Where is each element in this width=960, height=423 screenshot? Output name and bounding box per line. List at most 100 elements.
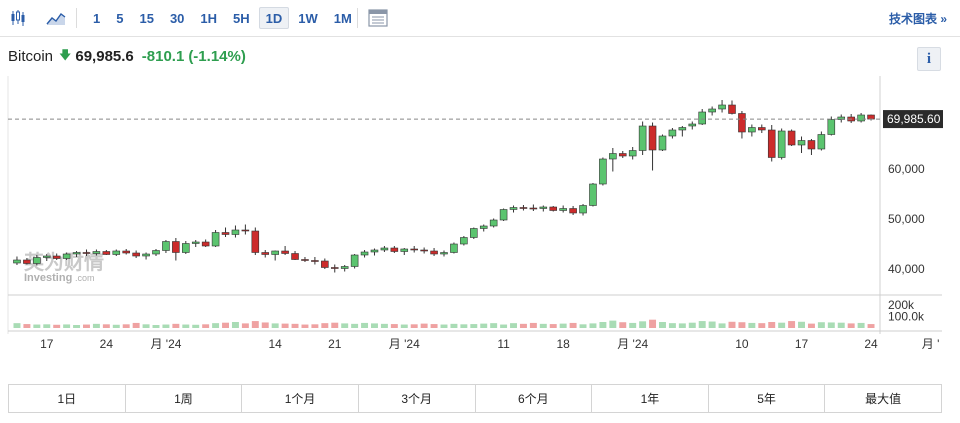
chart-toolbar: 1 5 15 30 1H 5H 1D 1W 1M 技术图表 » [0, 0, 960, 37]
price-change-percent: (-1.14%) [188, 47, 246, 65]
indicator-panel-icon[interactable] [367, 7, 389, 29]
y-tick-label: 50,000 [888, 212, 925, 226]
volume-bar [261, 322, 269, 328]
candle-down [420, 249, 428, 252]
x-tick-label: 24 [864, 337, 878, 351]
candle-down [281, 250, 289, 254]
candle-down [201, 241, 210, 247]
timeframe-15-button[interactable]: 15 [139, 11, 154, 26]
candle-down [738, 113, 746, 133]
range-button-1[interactable]: 1周 [126, 385, 243, 412]
candle-up [380, 247, 389, 251]
volume-bar [380, 323, 388, 328]
candle-down [311, 260, 319, 262]
volume-bar [430, 324, 438, 328]
volume-bar [589, 323, 597, 328]
candlestick-icon[interactable] [7, 7, 29, 29]
range-button-2[interactable]: 1个月 [242, 385, 359, 412]
x-tick-label: 24 [100, 337, 114, 351]
volume-bar [281, 323, 289, 328]
candle-up [271, 250, 279, 255]
x-tick-label: 21 [328, 337, 342, 351]
volume-bar [847, 323, 855, 328]
volume-bar [649, 319, 657, 328]
timeframe-1w-button[interactable]: 1W [298, 11, 318, 26]
volume-bar [639, 321, 647, 328]
volume-bar [678, 323, 686, 328]
volume-bar [718, 323, 726, 328]
candle-up [777, 130, 786, 158]
candle-up [162, 241, 170, 251]
volume-bar [410, 324, 418, 328]
range-button-6[interactable]: 5年 [709, 385, 826, 412]
volume-bar [758, 323, 766, 328]
volume-bar [768, 322, 776, 328]
x-tick-label: 月 '24 [150, 337, 181, 351]
volume-bar [301, 324, 309, 328]
x-tick-label: 11 [497, 337, 510, 351]
candle-up [748, 127, 756, 133]
timeframe-1d-button[interactable]: 1D [258, 7, 290, 29]
candle-up [460, 237, 468, 245]
timeframe-1h-button[interactable]: 1H [200, 11, 218, 26]
volume-bar [132, 322, 140, 328]
volume-bar [490, 323, 498, 328]
volume-bar [192, 324, 200, 328]
volume-bar [748, 322, 756, 328]
watermark-com-text: .com [75, 273, 95, 283]
candle-up [33, 257, 41, 264]
candle-up [370, 249, 379, 253]
advanced-chart-link[interactable]: 技术图表 » [888, 12, 947, 26]
volume-bar [807, 323, 815, 328]
volume-bar [371, 323, 378, 328]
x-tick-label: 月 '24 [389, 337, 420, 351]
area-chart-icon[interactable] [45, 7, 67, 29]
toolbar-divider [357, 8, 358, 28]
volume-bar [728, 321, 736, 328]
range-button-0[interactable]: 1日 [9, 385, 126, 412]
range-button-4[interactable]: 6个月 [476, 385, 593, 412]
x-tick-label: 17 [795, 337, 809, 351]
candle-down [529, 207, 538, 210]
candle-down [291, 253, 299, 260]
candle-down [321, 260, 329, 268]
range-button-7[interactable]: 最大值 [865, 392, 902, 406]
timeframe-1-button[interactable]: 1 [93, 11, 101, 26]
asset-name: Bitcoin [8, 47, 54, 65]
candle-up [142, 253, 150, 257]
info-button[interactable]: i [917, 47, 941, 71]
volume-bar [122, 324, 130, 328]
candle-up [470, 228, 478, 238]
candle-up [231, 229, 240, 235]
candle-down [767, 129, 776, 158]
volume-bar [222, 322, 229, 328]
volume-bar [172, 323, 180, 328]
candle-up [211, 232, 220, 247]
candle-down [261, 252, 270, 255]
candle-down [430, 250, 438, 255]
volume-bar [142, 324, 150, 328]
timeframe-5h-button[interactable]: 5H [233, 11, 250, 26]
candle-up [817, 134, 826, 150]
volume-bar [579, 324, 587, 328]
y-tick-label: 60,000 [888, 162, 925, 176]
watermark-investing-text: Investing [24, 272, 72, 284]
timeframe-1m-button[interactable]: 1M [333, 11, 352, 26]
timeframe-30-button[interactable]: 30 [169, 11, 185, 26]
candle-down [251, 230, 260, 253]
range-button-5[interactable]: 1年 [592, 385, 709, 412]
volume-bar [619, 322, 627, 328]
volume-bar [659, 322, 666, 328]
volume-bar [92, 323, 100, 328]
volume-bar [778, 322, 786, 328]
volume-bar [23, 324, 31, 328]
candle-down [728, 104, 736, 114]
timeframe-5-button[interactable]: 5 [116, 11, 124, 26]
candle-up [450, 243, 458, 253]
candle-up [668, 129, 677, 137]
volume-bar [291, 323, 299, 328]
range-button-3[interactable]: 3个月 [359, 385, 476, 412]
volume-bar [361, 322, 369, 328]
candle-up [499, 209, 508, 221]
